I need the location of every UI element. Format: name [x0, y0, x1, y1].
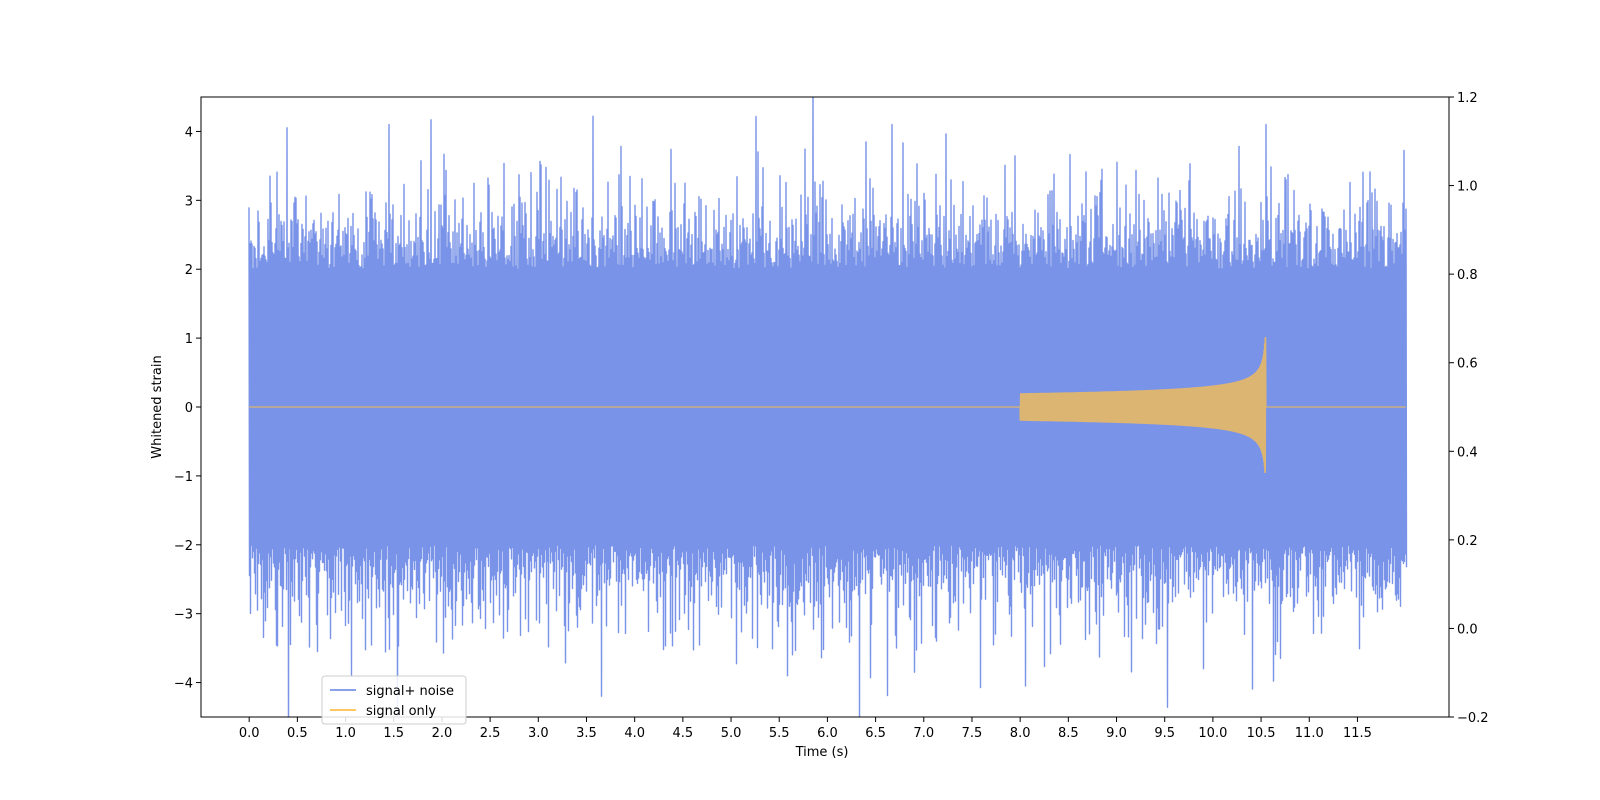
series-signal-plus-noise-line	[248, 97, 1408, 717]
y-tick-label: −3	[174, 608, 193, 623]
y-right-tick-label: 0.2	[1457, 534, 1478, 549]
y-tick-label: −1	[174, 470, 193, 485]
x-tick-label: 5.0	[721, 726, 742, 741]
x-tick-label: 9.5	[1154, 726, 1175, 741]
legend-label-signal-plus-noise: signal+ noise	[366, 684, 454, 699]
y-tick-label: 3	[185, 194, 193, 209]
x-tick-label: 10.5	[1247, 726, 1276, 741]
x-tick-label: 0.5	[287, 726, 308, 741]
x-tick-label: 11.0	[1295, 726, 1324, 741]
x-tick-label: 2.5	[480, 726, 501, 741]
x-tick-label: 3.0	[528, 726, 549, 741]
x-tick-label: 6.5	[865, 726, 886, 741]
x-tick-label: 7.0	[913, 726, 934, 741]
x-tick-label: 8.0	[1010, 726, 1031, 741]
y-axis-left: 4 3 2 1 0 −1 −2 −3 −4	[174, 125, 201, 692]
x-tick-label: 9.0	[1106, 726, 1127, 741]
x-tick-label: 6.0	[817, 726, 838, 741]
x-tick-label: 3.5	[576, 726, 597, 741]
x-tick-label: 1.5	[383, 726, 404, 741]
x-tick-label: 5.5	[769, 726, 790, 741]
y-tick-label: −4	[174, 677, 193, 692]
series-signal-only-line	[248, 337, 1406, 473]
y-right-tick-label: 1.2	[1457, 91, 1478, 106]
y-right-tick-label: 0.8	[1457, 268, 1478, 283]
y-tick-label: 2	[185, 263, 193, 278]
x-tick-label: 4.5	[673, 726, 694, 741]
y-right-tick-label: 0.0	[1457, 622, 1478, 637]
x-tick-label: 0.0	[239, 726, 260, 741]
y-tick-label: −2	[174, 539, 193, 554]
x-tick-label: 1.0	[335, 726, 356, 741]
x-tick-label: 11.5	[1343, 726, 1372, 741]
y-axis-right: 1.2 1.0 0.8 0.6 0.4 0.2 0.0 −0.2	[1449, 91, 1489, 726]
x-tick-label: 7.5	[962, 726, 983, 741]
x-tick-label: 2.0	[432, 726, 453, 741]
legend-box	[321, 675, 467, 725]
y-axis-label: Whitened strain	[150, 355, 165, 458]
y-right-tick-label: 1.0	[1457, 180, 1478, 195]
y-tick-label: 0	[185, 401, 193, 416]
x-axis: 0.0 0.5 1.0 1.5 2.0 2.5 3.0 3.5 4.0 4.5 5.0 5.5 6.0 6…	[239, 717, 1372, 741]
y-right-tick-label: 0.4	[1457, 445, 1478, 460]
y-right-tick-label: 0.6	[1457, 357, 1478, 372]
x-tick-label: 4.0	[624, 726, 645, 741]
x-tick-label: 10.0	[1198, 726, 1227, 741]
y-tick-label: 1	[185, 332, 193, 347]
legend: signal+ noise signal only	[321, 675, 467, 725]
legend-label-signal-only: signal only	[366, 704, 436, 719]
y-tick-label: 4	[185, 125, 193, 140]
x-axis-label: Time (s)	[795, 745, 849, 760]
x-tick-label: 8.5	[1058, 726, 1079, 741]
series-layer	[248, 97, 1408, 717]
y-right-tick-label: −0.2	[1457, 711, 1489, 726]
